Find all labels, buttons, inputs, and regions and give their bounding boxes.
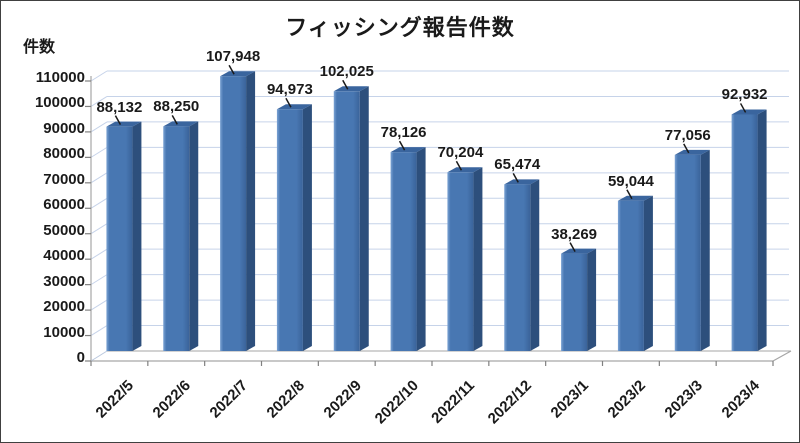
bar-side-face	[359, 86, 369, 352]
bar-top-face	[390, 147, 426, 153]
bar-data-label: 65,474	[494, 156, 541, 174]
y-tick-label: 100000	[34, 94, 85, 112]
bar-side-face	[416, 147, 426, 351]
bar-top-face	[106, 121, 142, 127]
bar	[504, 184, 531, 351]
data-label-leader-line	[342, 79, 349, 90]
bar-data-label: 78,126	[380, 124, 427, 142]
bar-side-face	[302, 104, 312, 351]
data-label-leader-line	[228, 64, 235, 75]
bar-data-label: 88,132	[96, 98, 143, 116]
bar	[333, 91, 360, 352]
floor-left-edge	[90, 350, 108, 362]
bar-side-face	[189, 121, 199, 351]
bar-top-face	[220, 71, 256, 77]
bar-data-label: 77,056	[664, 126, 711, 144]
bar-data-label: 88,250	[153, 98, 200, 116]
bar-top-face	[561, 248, 597, 254]
bar-side-face	[132, 121, 142, 351]
bar-data-label: 92,932	[721, 86, 768, 104]
data-label-leader-line	[569, 242, 576, 252]
gridline-connector	[90, 146, 108, 158]
bar-side-face	[757, 109, 767, 351]
bar-side-face	[530, 179, 540, 351]
bar-side-face	[643, 195, 653, 351]
gridline-connector	[90, 121, 108, 133]
bar-top-face	[674, 149, 710, 155]
bar-data-label: 59,044	[607, 172, 654, 190]
y-tick-label: 10000	[43, 323, 85, 341]
gridline-connector	[90, 96, 108, 107]
data-label-leader-line	[398, 140, 406, 151]
floor-right-edge	[772, 350, 792, 362]
bar	[561, 253, 588, 351]
gridline-connector	[90, 223, 108, 235]
gridline-connector	[90, 325, 108, 336]
data-label-leader-line	[626, 189, 633, 200]
gridline-connector	[90, 274, 108, 286]
bar	[276, 109, 303, 351]
bar-data-label: 107,948	[205, 48, 261, 66]
y-tick-label: 50000	[43, 221, 85, 239]
bar-top-face	[447, 167, 483, 173]
bar-data-label: 38,269	[551, 225, 598, 243]
bar-top-face	[731, 109, 767, 115]
bar	[163, 126, 190, 351]
y-tick-label: 20000	[43, 298, 85, 316]
data-label-leader-line	[285, 97, 292, 108]
bar	[390, 152, 417, 351]
bar	[617, 200, 644, 351]
data-label-leader-line	[512, 172, 519, 183]
y-axis-title: 件数	[23, 39, 56, 56]
bar-side-face	[473, 167, 483, 351]
gridline-connector	[90, 299, 108, 311]
y-tick-label: 60000	[43, 196, 85, 214]
data-label-leader-line	[114, 115, 122, 126]
bar	[731, 114, 758, 351]
y-tick-label: 30000	[43, 272, 85, 290]
bar-top-face	[333, 86, 369, 92]
data-label-leader-line	[739, 103, 747, 113]
bar-data-label: 70,204	[437, 144, 484, 162]
bar-top-face	[163, 121, 199, 127]
gridline-connector	[90, 197, 108, 209]
y-tick-label: 40000	[43, 247, 85, 265]
y-tick-label: 0	[76, 349, 85, 366]
bar	[447, 172, 474, 351]
data-label-leader-line	[455, 160, 463, 171]
data-label-leader-line	[171, 114, 178, 125]
chart-title: フィッシング報告件数	[285, 15, 515, 40]
bar	[674, 154, 701, 351]
bar-top-face	[276, 104, 312, 110]
bar-side-face	[700, 149, 710, 351]
bar-side-face	[587, 248, 597, 351]
y-tick-label: 70000	[43, 170, 85, 188]
bar	[106, 126, 133, 351]
gridline-connector	[90, 248, 108, 260]
data-label-leader-line	[683, 143, 690, 154]
bar	[220, 76, 247, 352]
bar-side-face	[246, 71, 256, 352]
y-tick-label: 90000	[43, 119, 85, 137]
bar-data-label: 94,973	[266, 81, 313, 99]
gridline-connector	[90, 172, 108, 184]
bar-top-face	[504, 179, 540, 185]
y-tick-label: 80000	[43, 145, 85, 163]
y-tick-label: 110000	[35, 69, 85, 86]
bar-data-label: 102,025	[319, 63, 374, 81]
gridline-connector	[90, 70, 108, 82]
bar-top-face	[617, 195, 653, 201]
